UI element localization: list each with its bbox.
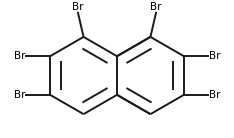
- Text: Br: Br: [14, 90, 25, 100]
- Text: Br: Br: [14, 51, 25, 61]
- Text: Br: Br: [209, 90, 220, 100]
- Text: Br: Br: [209, 51, 220, 61]
- Text: Br: Br: [72, 2, 84, 12]
- Text: Br: Br: [150, 2, 162, 12]
